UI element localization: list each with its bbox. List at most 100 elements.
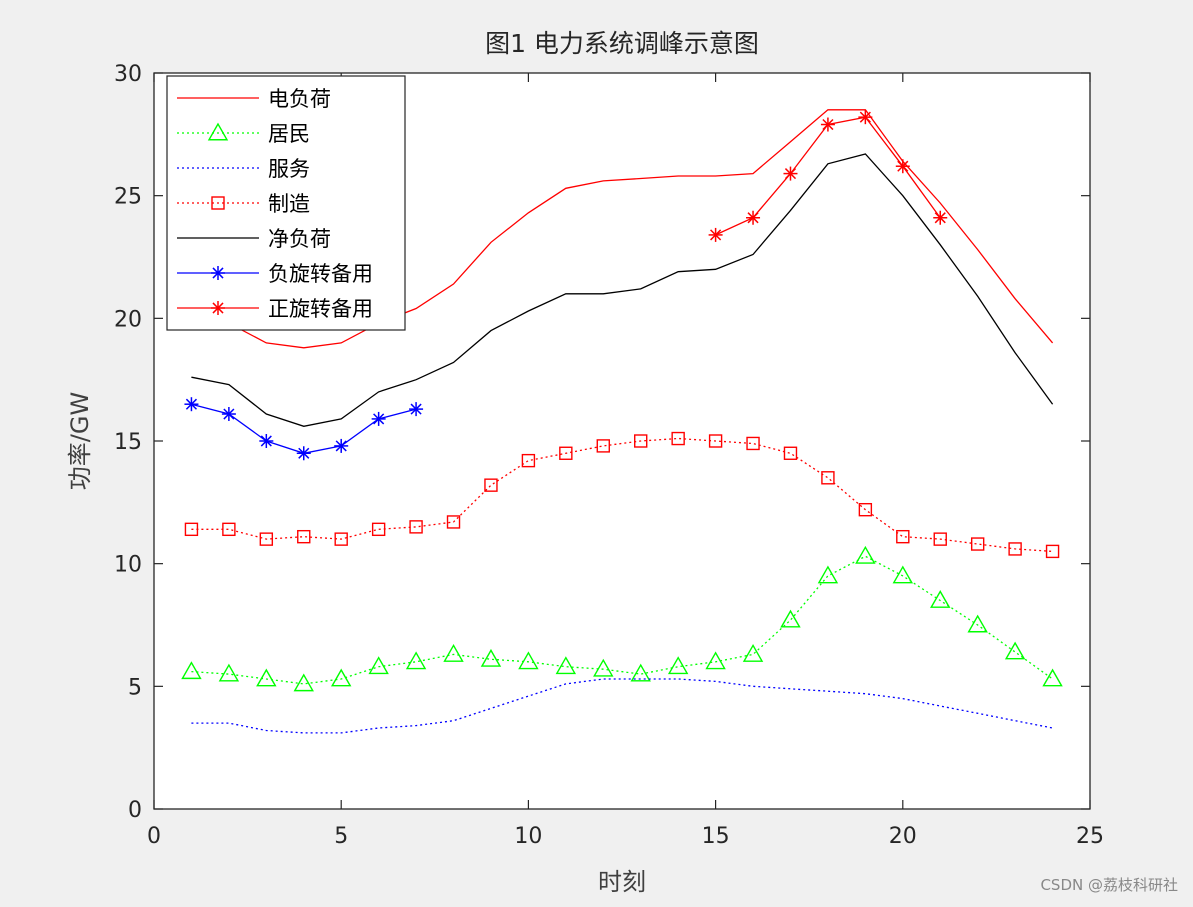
data-point	[334, 438, 349, 453]
x-tick-label: 25	[1076, 824, 1104, 849]
legend-label: 负旋转备用	[268, 262, 373, 286]
data-point	[443, 644, 464, 662]
legend-entry-6: 负旋转备用	[177, 262, 373, 286]
data-point	[596, 439, 610, 453]
data-point	[221, 407, 236, 422]
data-point	[218, 663, 240, 682]
x-tick-label: 20	[889, 824, 917, 849]
y-tick-label: 25	[114, 185, 142, 210]
data-point	[518, 651, 539, 670]
series-line-3	[191, 678, 1053, 734]
data-point	[555, 656, 577, 675]
data-point	[821, 471, 835, 485]
data-point	[671, 431, 685, 446]
data-point	[559, 446, 573, 460]
legend-entry-1: 电负荷	[177, 87, 331, 111]
legend-box	[166, 75, 406, 331]
x-tick-label: 10	[514, 824, 542, 849]
data-point	[1004, 641, 1026, 660]
series-2	[181, 545, 1063, 692]
data-point	[630, 663, 651, 682]
series-layer	[181, 109, 1063, 734]
data-point	[634, 434, 648, 448]
data-point	[371, 411, 386, 426]
series-7	[708, 110, 948, 242]
data-point	[708, 227, 723, 242]
legend-label: 服务	[268, 157, 310, 181]
data-point	[1008, 542, 1022, 556]
data-point	[933, 210, 948, 225]
series-1	[191, 109, 1054, 349]
chart-title: 图1 电力系统调峰示意图	[485, 29, 759, 58]
legend-marker	[211, 196, 225, 210]
data-point	[783, 446, 798, 460]
legend-entry-4: 制造	[177, 192, 310, 216]
data-point	[667, 656, 689, 675]
data-point	[480, 648, 502, 667]
series-6	[184, 397, 424, 461]
x-tick-label: 0	[147, 824, 161, 849]
legend-label: 电负荷	[268, 87, 331, 111]
legend-marker	[211, 301, 225, 315]
data-point	[746, 210, 761, 225]
data-point	[521, 453, 536, 468]
data-point	[705, 651, 726, 670]
data-point	[858, 110, 873, 125]
data-point	[896, 529, 910, 544]
data-point	[895, 159, 910, 174]
data-point	[296, 446, 311, 461]
data-point	[184, 522, 199, 537]
y-tick-label: 30	[114, 62, 142, 87]
y-tick-label: 0	[128, 798, 142, 823]
y-tick-label: 5	[128, 675, 142, 700]
data-point	[297, 529, 311, 544]
y-axis-label: 功率/GW	[66, 392, 94, 490]
data-point	[256, 668, 277, 687]
data-point	[259, 532, 274, 546]
y-tick-label: 10	[114, 553, 142, 578]
data-point	[708, 434, 723, 448]
data-point	[967, 614, 988, 633]
legend-label: 居民	[268, 122, 310, 146]
legend-entry-3: 服务	[177, 157, 310, 181]
data-point	[858, 502, 873, 517]
data-point	[817, 565, 839, 584]
data-point	[222, 522, 236, 537]
x-axis-label: 时刻	[598, 868, 646, 896]
data-point	[409, 402, 424, 417]
data-point	[368, 656, 389, 675]
data-point	[484, 478, 498, 492]
legend-label: 制造	[268, 192, 310, 216]
data-point	[371, 522, 386, 537]
series-5	[191, 153, 1054, 427]
data-point	[409, 520, 423, 534]
legend-marker	[207, 122, 229, 141]
data-point	[334, 532, 348, 546]
x-tick-label: 5	[334, 824, 348, 849]
data-point	[593, 658, 614, 677]
legend-entry-5: 净负荷	[177, 227, 331, 251]
legend-marker	[211, 266, 225, 280]
x-tick-label: 15	[702, 824, 730, 849]
data-point	[1042, 668, 1063, 687]
data-point	[405, 651, 427, 670]
data-point	[855, 545, 876, 564]
data-point	[933, 532, 947, 546]
ticks-layer: 0 5 10 15 20 25 0 5 10 15 20 25 30	[114, 62, 1104, 849]
data-point	[780, 609, 801, 628]
data-point	[181, 661, 202, 680]
data-point	[970, 537, 985, 551]
data-point	[892, 565, 914, 584]
data-point	[446, 515, 461, 529]
legend-entry-7: 正旋转备用	[177, 297, 373, 321]
data-point	[259, 434, 274, 448]
data-point	[746, 436, 760, 451]
series-line-1	[191, 109, 1054, 349]
series-line-2	[191, 555, 1053, 685]
series-3	[191, 678, 1053, 734]
y-tick-label: 15	[114, 430, 142, 455]
legend-label: 净负荷	[268, 227, 331, 251]
data-point	[1045, 544, 1060, 559]
legend-label: 正旋转备用	[268, 297, 373, 321]
